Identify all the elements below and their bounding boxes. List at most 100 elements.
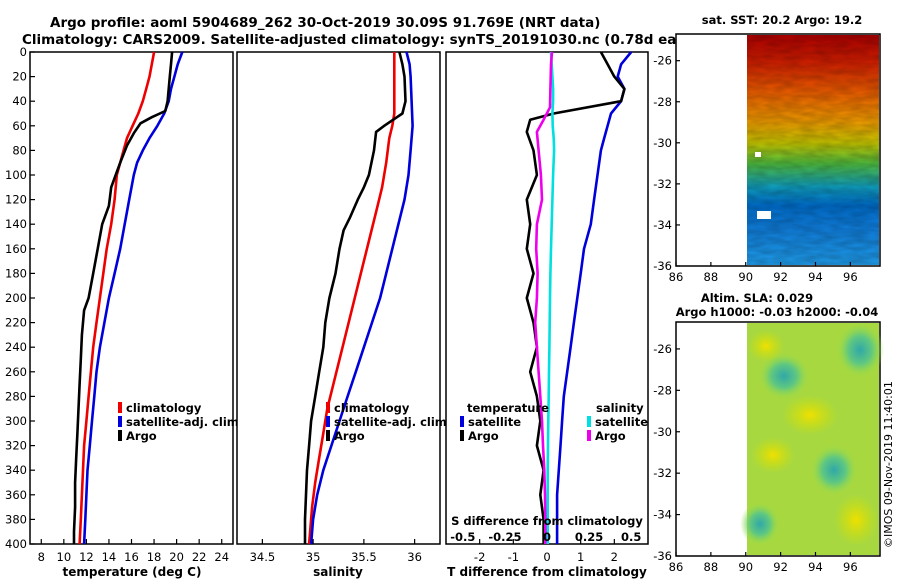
- x-tick-label: 8: [38, 550, 45, 564]
- map-x-tick-label: 90: [738, 560, 753, 574]
- sst-map-title: sat. SST: 20.2 Argo: 19.2: [702, 13, 862, 27]
- map-x-tick-label: 88: [704, 270, 719, 284]
- legend-label-climatology: climatology: [334, 401, 410, 415]
- legend-label-argo: Argo: [126, 429, 157, 443]
- depth-tick-label: 200: [5, 291, 27, 305]
- x-tick-label: 35: [306, 550, 321, 564]
- map-x-tick-label: 94: [808, 270, 823, 284]
- map-y-tick-label: -26: [653, 342, 672, 356]
- sla-low-anomaly: [810, 444, 858, 496]
- sla-high-anomaly: [782, 395, 838, 435]
- map-x-tick-label: 86: [669, 270, 684, 284]
- legend-swatch-climatology: [118, 402, 122, 413]
- sla-map-panel: Altim. SLA: 0.029 Argo h1000: -0.03 h200…: [653, 291, 884, 574]
- salinity-x-axis: 34.5 35 35.5 36: [250, 539, 422, 564]
- sst-map-panel: sat. SST: 20.2 Argo: 19.2: [653, 13, 881, 284]
- temperature-series: [72, 51, 184, 545]
- legend-label-argo: Argo: [334, 429, 365, 443]
- salinity-difference-label: S difference from climatology: [451, 514, 643, 528]
- map-x-tick-label: 94: [808, 560, 823, 574]
- depth-axis: 0 20 40 60 80 100 120 140 160 180 200 220 240 260 280 3…: [5, 45, 35, 551]
- map-y-tick-label: -36: [653, 549, 672, 563]
- depth-tick-label: 280: [5, 389, 27, 403]
- depth-tick-label: 260: [5, 365, 27, 379]
- map-y-tick-label: -28: [653, 383, 672, 397]
- difference-xlabel: T difference from climatology: [447, 565, 647, 579]
- sla-map-subtitle: Argo h1000: -0.03 h2000: -0.04: [676, 305, 879, 319]
- x-tick-label: -2: [474, 550, 485, 564]
- map-y-tick-label: -32: [653, 466, 672, 480]
- series-line-satellite-adj-clim-: [309, 51, 414, 545]
- difference-x-axis: -2 -1 0 1 2: [474, 539, 618, 564]
- legend-label-satellite: satellite-adj. clim.: [334, 415, 451, 429]
- series-line-s-argo: [533, 51, 554, 544]
- x-tick-label: 20: [169, 550, 184, 564]
- depth-tick-label: 180: [5, 266, 27, 280]
- x-tick-label: 16: [124, 550, 139, 564]
- depth-tick-label: 320: [5, 439, 27, 453]
- series-line-argo: [303, 51, 407, 544]
- legend-swatch-argo: [326, 430, 330, 441]
- temperature-xlabel: temperature (deg C): [63, 565, 202, 579]
- difference-series: [525, 51, 633, 544]
- map-x-tick-label: 88: [704, 560, 719, 574]
- legend-label-satellite: satellite-adj. clim.: [126, 415, 243, 429]
- depth-tick-label: 400: [5, 537, 27, 551]
- legend-title-salinity: salinity: [596, 401, 644, 415]
- legend-swatch-s-satellite: [587, 416, 591, 427]
- salinity-series: [303, 51, 414, 545]
- sla-map-title: Altim. SLA: 0.029: [701, 291, 813, 305]
- map-x-tick-label: 92: [773, 270, 788, 284]
- temperature-legend: climatology satellite-adj. clim. Argo: [118, 401, 243, 443]
- depth-tick-label: 340: [5, 463, 27, 477]
- map-y-tick-label: -36: [653, 259, 672, 273]
- map-x-tick-label: 92: [773, 560, 788, 574]
- series-line-climatology: [78, 51, 156, 545]
- sst-cloud-gap-small: [755, 152, 761, 157]
- map-x-tick-label: 96: [843, 560, 858, 574]
- x-tick-label: 12: [79, 550, 94, 564]
- depth-tick-label: 380: [5, 512, 27, 526]
- map-y-tick-label: -34: [653, 508, 672, 522]
- map-y-tick-label: -34: [653, 218, 672, 232]
- sla-high-anomaly: [751, 437, 795, 473]
- depth-tick-label: 80: [12, 143, 27, 157]
- depth-tick-label: 40: [12, 94, 27, 108]
- x-tick-label: -1: [508, 550, 519, 564]
- map-y-tick-label: -26: [653, 54, 672, 68]
- depth-tick-label: 140: [5, 217, 27, 231]
- legend-label-t-argo: Argo: [468, 429, 499, 443]
- legend-swatch-satellite: [118, 416, 122, 427]
- salinity-legend: climatology satellite-adj. clim. Argo: [326, 401, 451, 443]
- x-tick-label: 34.5: [250, 550, 276, 564]
- x-tick-label: 10: [57, 550, 72, 564]
- depth-tick-label: 60: [12, 119, 27, 133]
- x-tick-label: 35.5: [351, 550, 377, 564]
- series-line-s-satellite: [546, 51, 556, 544]
- legend-swatch-s-argo: [587, 430, 591, 441]
- series-line-t-argo: [525, 51, 626, 544]
- sla-high-anomaly: [834, 494, 878, 546]
- temperature-panel: 0 20 40 60 80 100 120 140 160 180 200 220 240 260 280 3…: [5, 45, 243, 579]
- salinity-xlabel: salinity: [313, 565, 363, 579]
- salinity-axes-frame: [236, 51, 441, 545]
- x-tick-label: 14: [102, 550, 117, 564]
- sla-low-anomaly: [758, 352, 810, 400]
- map-y-tick-label: -30: [653, 425, 672, 439]
- sst-cloud-gap: [757, 211, 771, 219]
- x-tick-label: 1: [577, 550, 584, 564]
- temperature-x-axis: 8 10 12 14 16 18 20 22 24: [38, 539, 229, 564]
- depth-tick-label: 0: [20, 45, 27, 59]
- depth-tick-label: 20: [12, 70, 27, 84]
- legend-swatch-satellite: [326, 416, 330, 427]
- x-tick-label: 2: [611, 550, 618, 564]
- header-line-2: Climatology: CARS2009. Satellite-adjuste…: [22, 32, 714, 48]
- map-x-tick-label: 90: [738, 270, 753, 284]
- map-y-tick-label: -30: [653, 136, 672, 150]
- sla-map-axes: 86 88 90 92 94 96 -26 -28 -30 -32 -34 -36: [653, 342, 857, 574]
- map-y-tick-label: -28: [653, 95, 672, 109]
- x-tick-label: 22: [192, 550, 207, 564]
- legend-swatch-climatology: [326, 402, 330, 413]
- legend-swatch-t-satellite: [460, 416, 464, 427]
